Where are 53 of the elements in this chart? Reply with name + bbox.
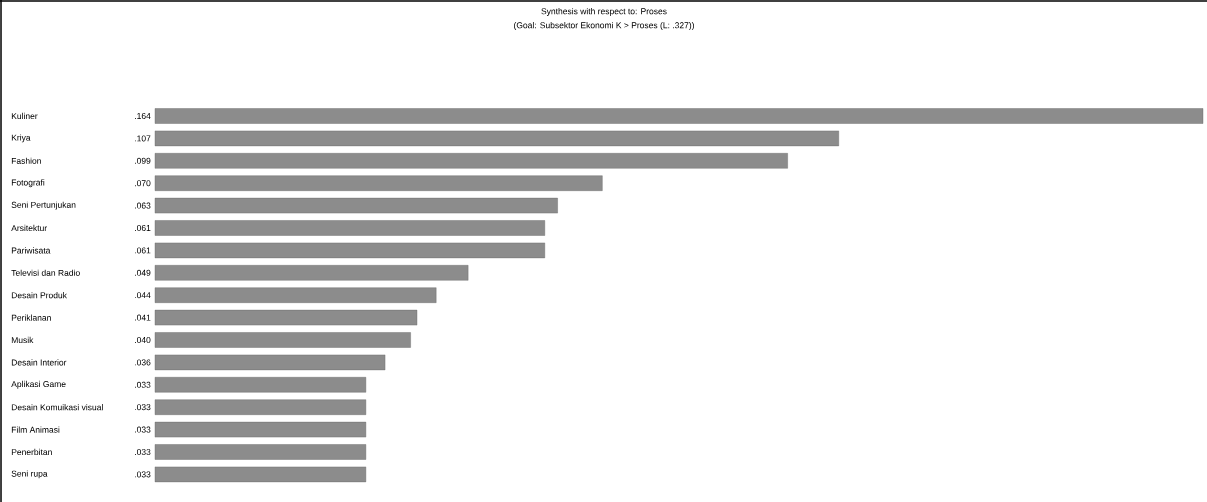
data-label: .070 [135, 180, 151, 187]
data-label: .033 [135, 404, 151, 411]
y-tick-label: Desain Komuikasi visual [11, 404, 103, 411]
y-tick-label: Seni rupa [11, 470, 48, 479]
bar [154, 265, 469, 281]
bar [154, 377, 367, 393]
y-tick-label: Film Animasi [11, 426, 60, 433]
chart-subtitle: (Goal: Subsektor Ekonomi K > Proses (L: .327)) [514, 22, 694, 30]
y-tick-label: Kuliner [11, 112, 38, 120]
bar [154, 130, 839, 147]
bar [154, 153, 788, 169]
bar [154, 421, 367, 438]
data-label: .061 [135, 247, 151, 254]
y-tick-label: Televisi dan Radio [11, 269, 80, 276]
bar [154, 108, 1204, 124]
y-tick-label: Aplikasi Game [11, 380, 66, 389]
data-label: .033 [135, 448, 151, 455]
data-label: .061 [135, 225, 151, 231]
y-tick-label: Kriya [11, 134, 31, 143]
chart-title: Synthesis with respect to: Proses [541, 8, 667, 16]
bar [154, 466, 367, 483]
y-tick-label: Desain Interior [11, 359, 67, 366]
bar [154, 332, 411, 348]
data-label: .099 [135, 157, 151, 164]
data-label: .036 [135, 359, 151, 366]
data-label: .033 [135, 381, 151, 388]
bar [154, 220, 546, 236]
data-label: .063 [135, 202, 151, 209]
data-label: .033 [135, 426, 151, 433]
y-tick-label: Musik [11, 336, 34, 344]
data-label: .041 [135, 314, 151, 321]
data-label: .164 [135, 113, 151, 119]
bar [154, 287, 437, 303]
y-tick-label: Fotografi [11, 179, 45, 188]
bar [154, 399, 367, 415]
y-tick-label: Penerbitan [11, 448, 52, 456]
bar [154, 354, 386, 371]
data-label: .044 [135, 292, 151, 299]
y-tick-label: Periklanan [11, 314, 51, 321]
data-label: .033 [135, 471, 151, 478]
y-tick-label: Desain Produk [11, 292, 67, 299]
y-tick-label: Fashion [11, 157, 41, 164]
bar [154, 197, 558, 214]
bar [154, 309, 418, 326]
data-label: .040 [135, 336, 151, 343]
data-label: .049 [135, 269, 151, 276]
y-tick-label: Arsitektur [11, 224, 47, 232]
data-label: .107 [135, 135, 151, 142]
bar [154, 444, 367, 460]
bar [154, 242, 546, 259]
y-tick-label: Pariwisata [11, 247, 51, 254]
y-tick-label: Seni Pertunjukan [11, 201, 76, 210]
bar [154, 175, 603, 191]
